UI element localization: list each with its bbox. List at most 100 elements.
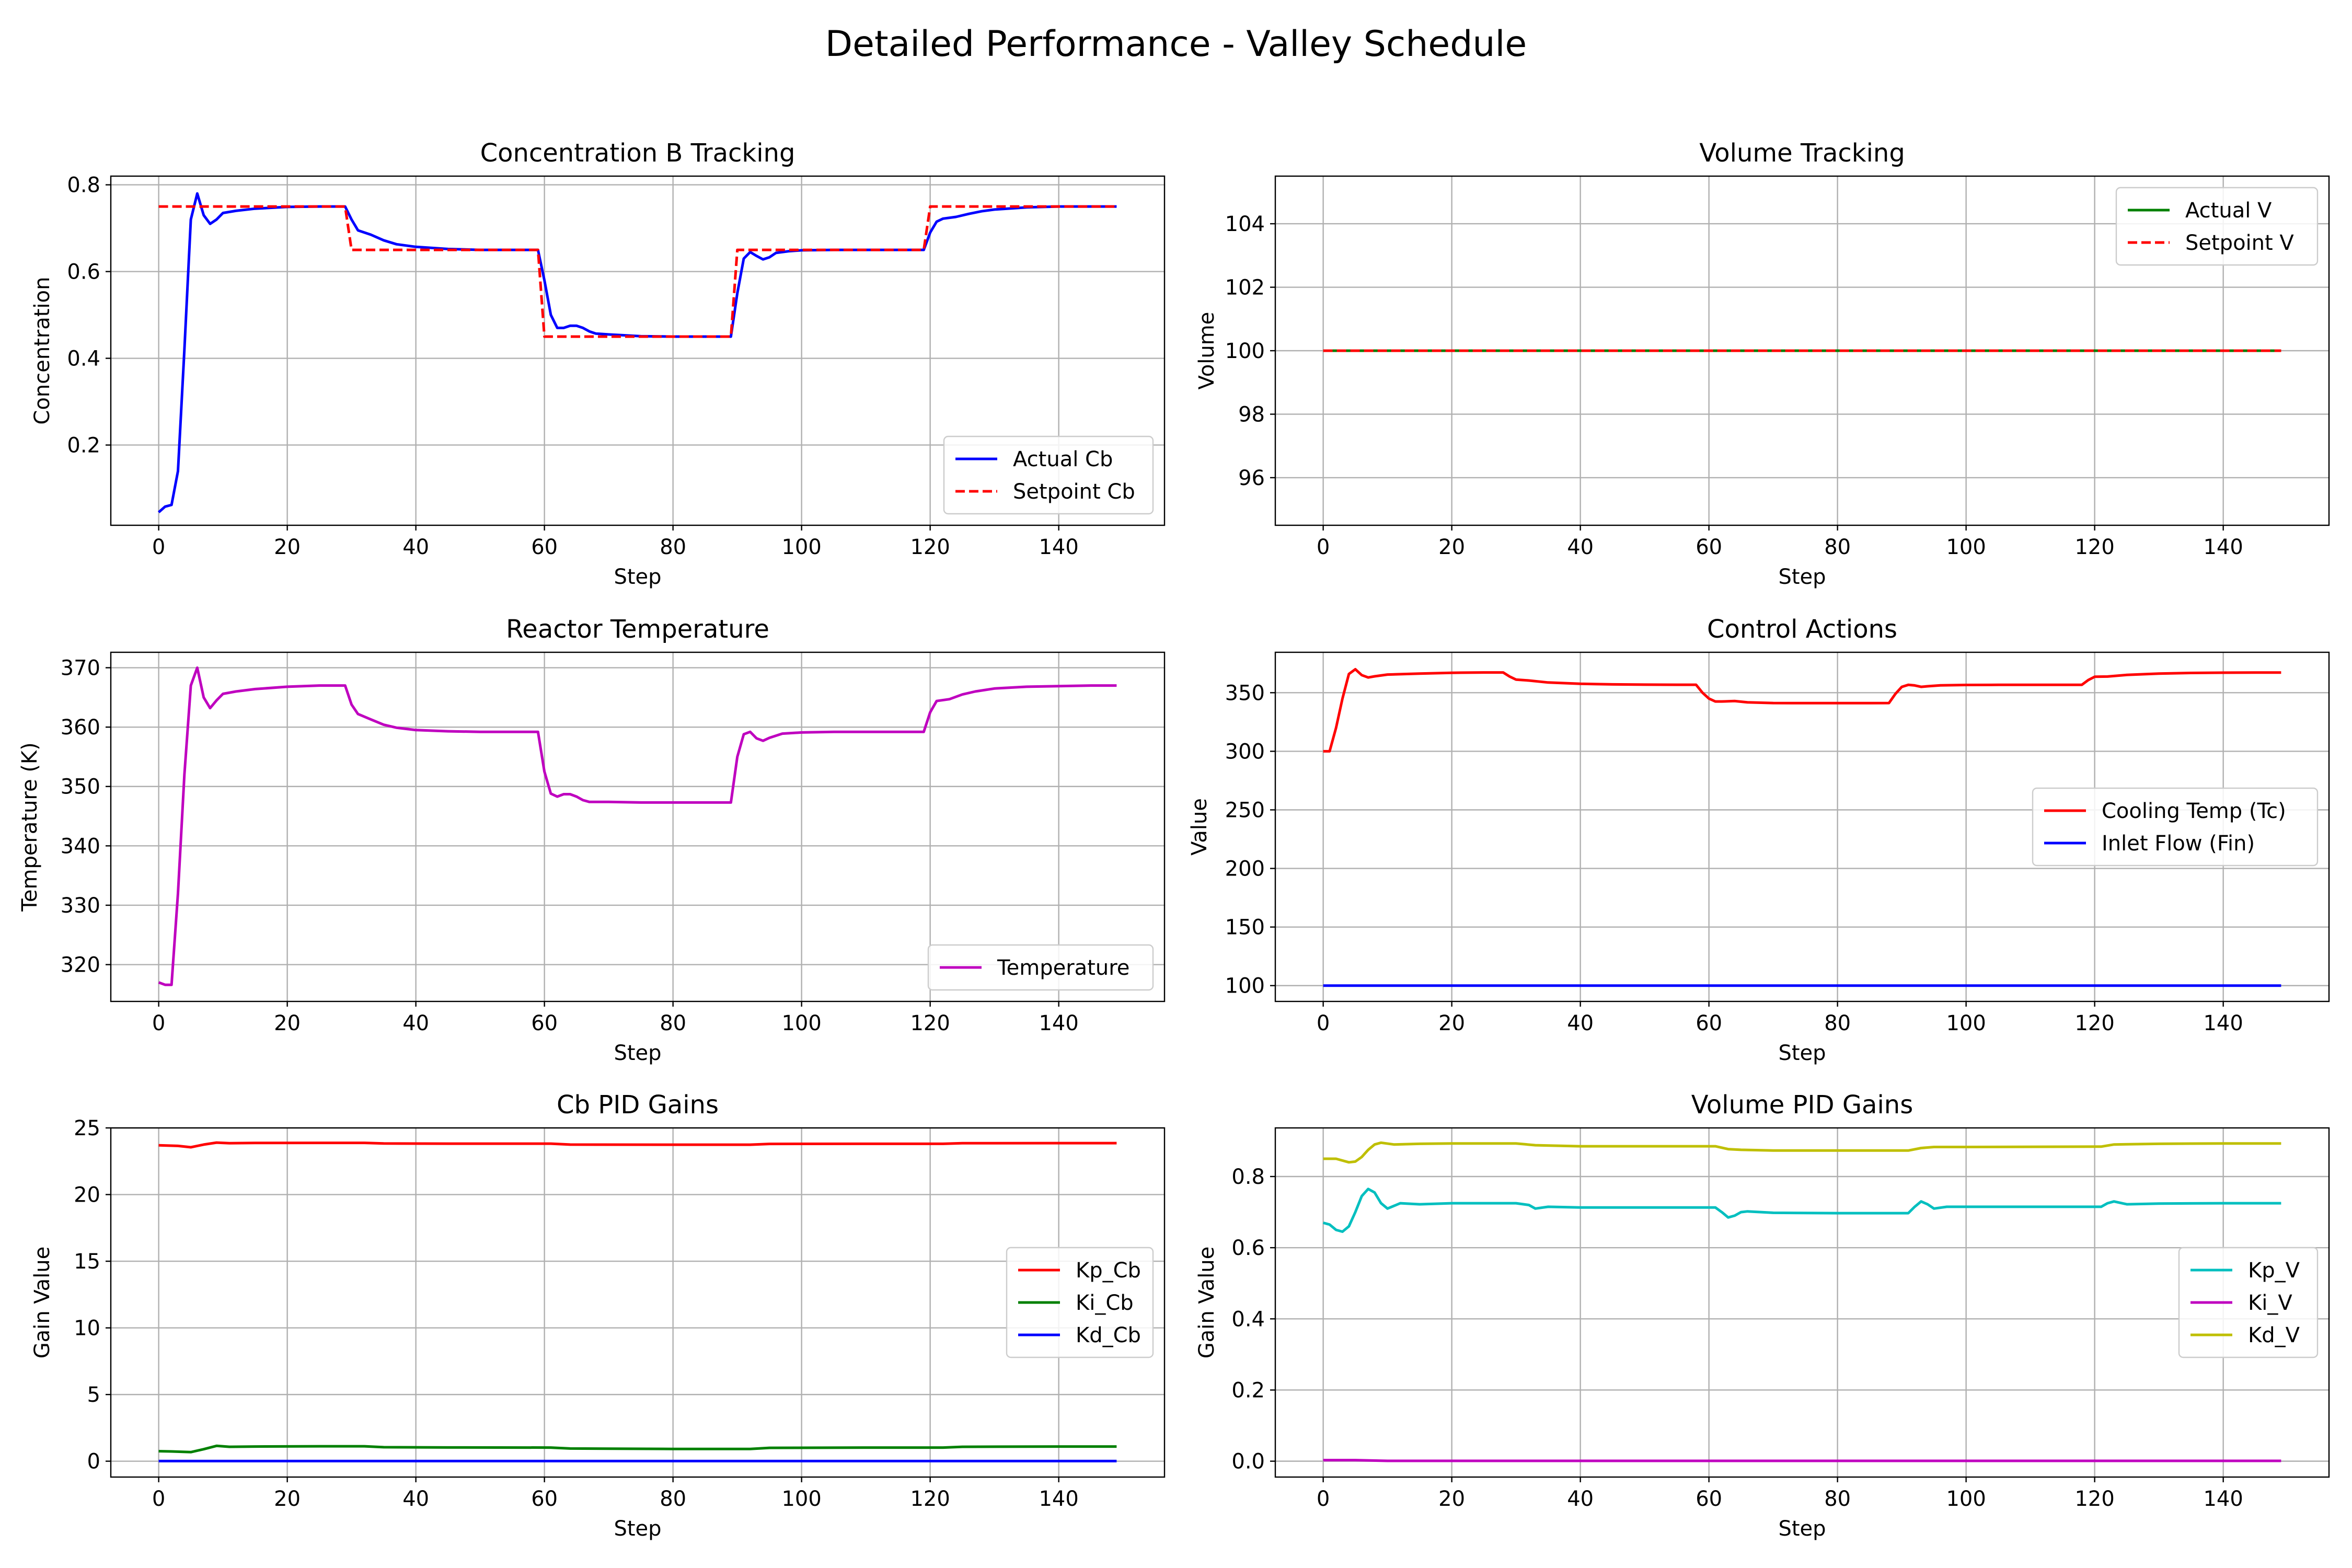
x-tick-label: 100: [1946, 535, 1986, 559]
y-tick-label: 102: [1225, 276, 1265, 300]
x-tick-label: 120: [910, 535, 950, 559]
x-axis-label: Step: [1778, 565, 1826, 589]
legend: Cooling Temp (Tc) Inlet Flow (Fin): [2032, 787, 2319, 867]
y-axis-label: Gain Value: [30, 1247, 54, 1359]
series-line-temperature: [158, 666, 1117, 986]
series-line-ki-cb: [158, 1444, 1117, 1454]
y-tick-label: 0.8: [67, 174, 100, 198]
y-tick-label: 20: [74, 1183, 100, 1207]
y-tick-label: 25: [74, 1116, 100, 1140]
legend-label: Inlet Flow (Fin): [2102, 832, 2255, 856]
subplot-cbpid: 0 20 40 60 80 100 120 140 0 5 10 15 20 25 Cb PID Gains…: [30, 1090, 1166, 1541]
legend: Actual Cb Setpoint Cb: [943, 435, 1154, 515]
x-tick-label: 0: [1317, 1487, 1330, 1511]
x-tick-label: 40: [1567, 535, 1594, 559]
y-tick-label: 98: [1238, 402, 1265, 426]
axes-frame: [110, 651, 1166, 1002]
series-line-cooling-temp-tc: [1323, 668, 2281, 753]
x-tick-label: 0: [152, 1487, 165, 1511]
y-tick-label: 0.6: [1231, 1236, 1265, 1260]
series-line-kd-v: [1323, 1141, 2281, 1164]
legend-label: Ki_V: [2248, 1291, 2292, 1315]
legend-box: [927, 944, 1154, 991]
legend-label: Ki_Cb: [1076, 1291, 1134, 1315]
subplot-title: Volume Tracking: [1699, 139, 1905, 168]
legend-label: Kp_V: [2248, 1259, 2300, 1283]
x-tick-label: 80: [1824, 1487, 1851, 1511]
y-tick-label: 0.4: [67, 347, 100, 371]
y-tick-label: 250: [1225, 798, 1265, 822]
subplot-title: Control Actions: [1707, 615, 1897, 644]
x-axis-label: Step: [614, 1517, 661, 1541]
x-tick-label: 40: [402, 1487, 429, 1511]
y-axis-label: Temperature (K): [18, 742, 42, 912]
x-tick-label: 60: [1696, 535, 1722, 559]
legend-label: Actual Cb: [1013, 447, 1113, 471]
x-tick-label: 0: [1317, 535, 1330, 559]
x-tick-label: 40: [402, 1011, 429, 1035]
y-tick-label: 340: [61, 834, 100, 858]
y-tick-label: 320: [61, 953, 100, 977]
x-tick-label: 80: [1824, 535, 1851, 559]
x-axis-label: Step: [1778, 1041, 1826, 1065]
subplot-vol: 0 20 40 60 80 100 120 140 96 98 100 102 104 Volume Tr…: [1195, 139, 2330, 589]
y-tick-label: 300: [1225, 740, 1265, 764]
x-tick-label: 140: [1039, 535, 1078, 559]
y-tick-label: 0.2: [67, 433, 100, 457]
series-line-kp-cb: [158, 1141, 1117, 1149]
x-tick-label: 140: [1039, 1487, 1078, 1511]
legend-label: Cooling Temp (Tc): [2102, 799, 2286, 823]
subplot-title: Reactor Temperature: [506, 615, 769, 644]
legend-label: Kp_Cb: [1076, 1259, 1141, 1283]
legend: Actual V Setpoint V: [2115, 187, 2319, 266]
legend-box: [2032, 787, 2319, 867]
x-tick-label: 20: [274, 535, 301, 559]
y-tick-label: 0.2: [1231, 1378, 1265, 1402]
subplot-vpid: 0 20 40 60 80 100 120 140 0.0 0.2 0.4 0.6 0.8 Volume …: [1195, 1090, 2330, 1541]
y-tick-label: 0: [87, 1450, 100, 1474]
y-tick-label: 350: [1225, 681, 1265, 705]
subplot-title: Cb PID Gains: [557, 1090, 719, 1120]
legend-label: Setpoint V: [2185, 231, 2294, 255]
x-tick-label: 20: [274, 1011, 301, 1035]
x-tick-label: 20: [274, 1487, 301, 1511]
legend: Temperature: [927, 944, 1154, 991]
series-line-ki-v: [1323, 1459, 2281, 1462]
x-tick-label: 100: [1946, 1487, 1986, 1511]
legend-label: Setpoint Cb: [1013, 480, 1135, 504]
x-tick-label: 20: [1438, 1487, 1465, 1511]
series-line-kp-v: [1322, 1187, 2281, 1233]
legend-label: Kd_Cb: [1076, 1323, 1141, 1347]
y-tick-label: 330: [61, 894, 100, 918]
y-tick-label: 10: [74, 1317, 100, 1341]
y-tick-label: 0.4: [1231, 1307, 1265, 1331]
x-tick-label: 80: [660, 535, 686, 559]
x-tick-label: 60: [531, 535, 558, 559]
y-axis-label: Volume: [1195, 312, 1219, 390]
y-tick-label: 200: [1225, 857, 1265, 881]
x-tick-label: 100: [1946, 1011, 1986, 1035]
x-tick-label: 80: [1824, 1011, 1851, 1035]
x-tick-label: 140: [1039, 1011, 1078, 1035]
y-tick-label: 0.0: [1231, 1450, 1265, 1474]
y-tick-label: 5: [87, 1383, 100, 1407]
x-axis-label: Step: [614, 1041, 661, 1065]
x-tick-label: 100: [781, 535, 821, 559]
x-tick-label: 100: [781, 1011, 821, 1035]
legend-label: Temperature: [997, 956, 1129, 980]
x-tick-label: 80: [660, 1487, 686, 1511]
legend-label: Actual V: [2185, 199, 2272, 223]
series-line-setpoint-cb: [158, 205, 1117, 338]
x-tick-label: 120: [2074, 1011, 2114, 1035]
axes-frame: [110, 175, 1166, 526]
y-axis-label: Value: [1187, 798, 1212, 856]
x-tick-label: 40: [1567, 1011, 1594, 1035]
subplot-cb: 0 20 40 60 80 100 120 140 0.2 0.4 0.6 0.8 Concentrat…: [30, 139, 1166, 589]
axes-frame: [110, 1127, 1166, 1478]
y-tick-label: 104: [1225, 212, 1265, 236]
x-tick-label: 100: [781, 1487, 821, 1511]
legend-box: [943, 435, 1154, 515]
y-tick-label: 96: [1238, 466, 1265, 490]
figure-title: Detailed Performance - Valley Schedule: [825, 24, 1527, 65]
